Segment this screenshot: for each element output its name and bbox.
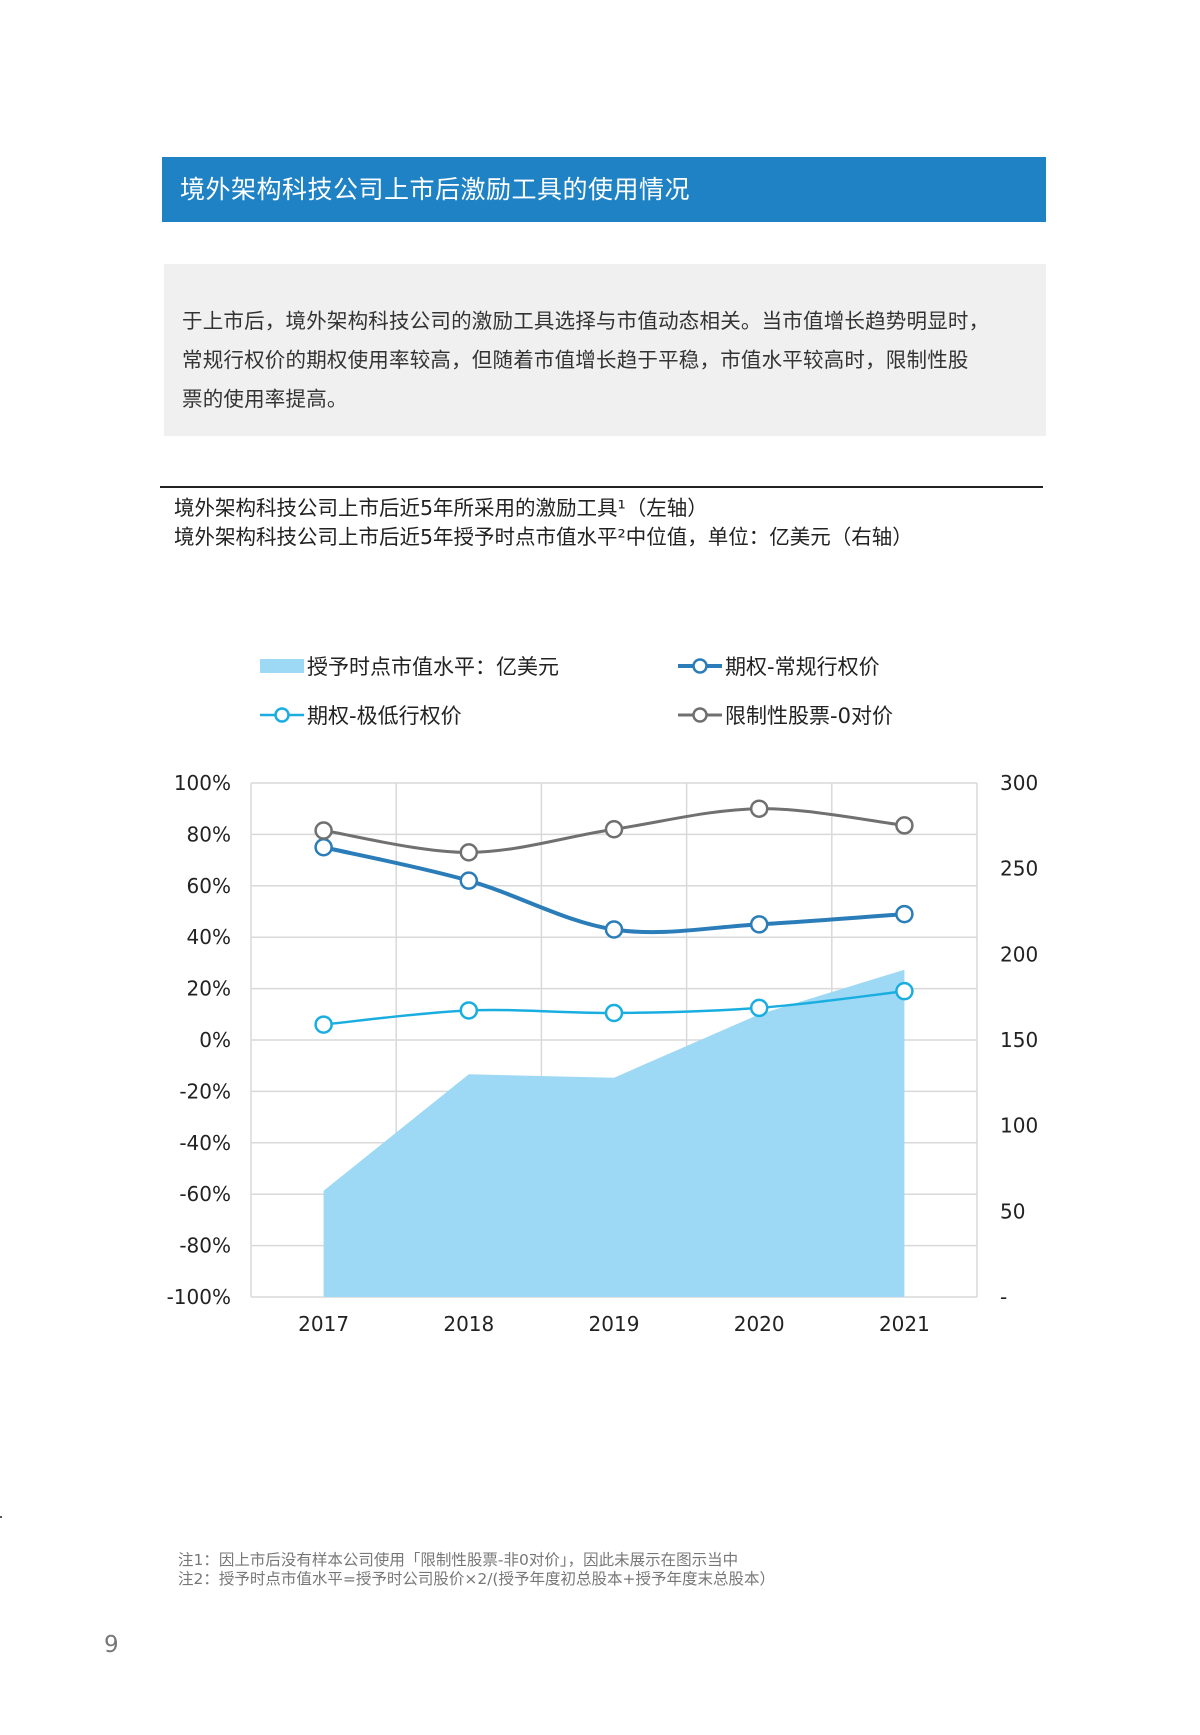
line-series-regular-option bbox=[323, 845, 905, 935]
left-axis-tick-label: -20% bbox=[179, 1079, 231, 1103]
marker-low-strike-option bbox=[749, 998, 769, 1018]
marker-restricted-stock bbox=[314, 821, 333, 840]
marker-regular-option bbox=[314, 838, 333, 857]
summary-box: 于上市后，境外架构科技公司的激励工具选择与市值动态相关。当市值增长趋势明显时， … bbox=[164, 264, 1046, 436]
left-axis-tick-label: 0% bbox=[199, 1028, 231, 1052]
x-axis-tick-label: 2021 bbox=[879, 1312, 930, 1336]
legend-swatch-marker bbox=[692, 658, 708, 674]
right-axis-tick-label: 150 bbox=[1000, 1028, 1038, 1052]
legend-label: 授予时点市值水平：亿美元 bbox=[307, 655, 559, 679]
left-axis-tick-label: -40% bbox=[179, 1131, 231, 1155]
right-axis-tick-label: 200 bbox=[1000, 942, 1038, 966]
summary-line-2: 常规行权价的期权使用率较高，但随着市值增长趋于平稳，市值水平较高时，限制性股 bbox=[182, 348, 969, 372]
area-series-market-value bbox=[323, 969, 905, 1297]
left-axis-tick-label: 40% bbox=[187, 925, 231, 949]
marker-regular-option bbox=[459, 871, 479, 890]
legend-swatch-marker bbox=[274, 707, 290, 723]
chart-top-rule bbox=[160, 486, 1043, 488]
left-axis-tick-label: 20% bbox=[187, 977, 231, 1001]
x-axis-tick-label: 2017 bbox=[298, 1312, 349, 1336]
x-axis-tick-label: 2018 bbox=[443, 1312, 494, 1336]
legend-label: 期权-极低行权价 bbox=[307, 704, 462, 728]
section-header: 境外架构科技公司上市后激励工具的使用情况 bbox=[162, 157, 1046, 222]
marker-low-strike-option bbox=[604, 1003, 624, 1023]
legend-swatch-market-value bbox=[260, 659, 304, 673]
x-axis-tick-label: 2020 bbox=[734, 1312, 785, 1336]
marker-low-strike-option bbox=[314, 1015, 333, 1034]
right-axis-tick-label: 50 bbox=[1000, 1199, 1025, 1223]
marker-regular-option bbox=[749, 915, 769, 934]
marker-restricted-stock bbox=[604, 820, 624, 839]
section-title: 境外架构科技公司上市后激励工具的使用情况 bbox=[180, 175, 691, 204]
footnote-2: 注2：授予时点市值水平=授予时公司股价×2/(授予年度初总股本+授予年度末总股本… bbox=[178, 1570, 775, 1588]
marker-restricted-stock bbox=[895, 816, 914, 835]
marker-regular-option bbox=[604, 920, 624, 939]
summary-line-3: 票的使用率提高。 bbox=[182, 387, 348, 411]
chart-title-right-axis: 境外架构科技公司上市后近5年授予时点市值水平²中位值，单位：亿美元（右轴） bbox=[174, 525, 913, 549]
right-axis-tick-label: - bbox=[1000, 1285, 1007, 1309]
left-axis-tick-label: 100% bbox=[174, 771, 231, 795]
x-axis-tick-label: 2019 bbox=[589, 1312, 640, 1336]
left-axis-tick-label: 60% bbox=[187, 874, 231, 898]
legend-label: 限制性股票-0对价 bbox=[725, 704, 893, 728]
summary-line-1: 于上市后，境外架构科技公司的激励工具选择与市值动态相关。当市值增长趋势明显时， bbox=[182, 309, 990, 333]
marker-restricted-stock bbox=[459, 843, 479, 862]
edge-mark bbox=[0, 1516, 2, 1518]
left-axis-tick-label: -80% bbox=[179, 1234, 231, 1258]
right-axis-tick-label: 250 bbox=[1000, 857, 1038, 881]
page-number: 9 bbox=[104, 1632, 119, 1658]
footnote-1: 注1：因上市后没有样本公司使用「限制性股票-非0对价」，因此未展示在图示当中 bbox=[178, 1551, 739, 1569]
marker-restricted-stock bbox=[749, 799, 769, 818]
chart-titles: 境外架构科技公司上市后近5年所采用的激励工具¹（左轴） 境外架构科技公司上市后近… bbox=[174, 494, 1034, 552]
left-axis-tick-label: -60% bbox=[179, 1182, 231, 1206]
right-axis-tick-label: 100 bbox=[1000, 1114, 1038, 1138]
footnotes: 注1：因上市后没有样本公司使用「限制性股票-非0对价」，因此未展示在图示当中 注… bbox=[178, 1551, 1038, 1589]
left-axis-tick-label: -100% bbox=[167, 1285, 231, 1309]
right-axis-tick-label: 300 bbox=[1000, 771, 1038, 795]
legend-label: 期权-常规行权价 bbox=[725, 655, 880, 679]
marker-low-strike-option bbox=[895, 981, 914, 1001]
left-axis-tick-label: 80% bbox=[187, 822, 231, 846]
marker-regular-option bbox=[895, 904, 914, 924]
chart-title-left-axis: 境外架构科技公司上市后近5年所采用的激励工具¹（左轴） bbox=[174, 496, 708, 520]
legend-swatch-marker bbox=[692, 707, 708, 723]
marker-low-strike-option bbox=[459, 1001, 479, 1020]
